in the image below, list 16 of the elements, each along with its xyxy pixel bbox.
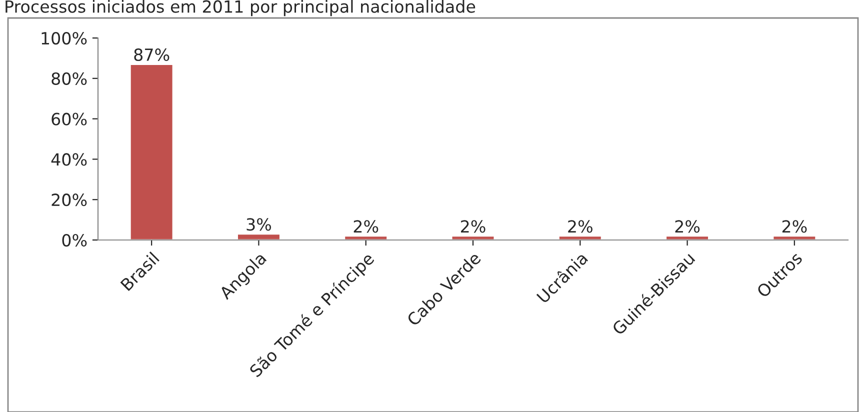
y-tick-label: 80% [52,72,87,85]
data-label: 3% [246,218,272,231]
y-tick-label: 100% [42,32,87,45]
y-tick-label: 60% [52,112,87,126]
bar [129,64,174,240]
data-label: 2% [354,220,378,233]
y-tick-label: 0% [62,234,87,247]
y-tick-label: 40% [51,153,87,166]
bar [236,233,281,240]
y-tick-label: 20% [52,194,87,206]
data-label: 87% [134,48,170,62]
chart-title: Processos iniciados em 2011 por principal nacionalidade [6,0,476,16]
data-label: 2% [568,220,592,233]
data-label: 2% [675,220,700,233]
data-label: 2% [782,220,807,233]
data-label: 2% [461,220,486,233]
